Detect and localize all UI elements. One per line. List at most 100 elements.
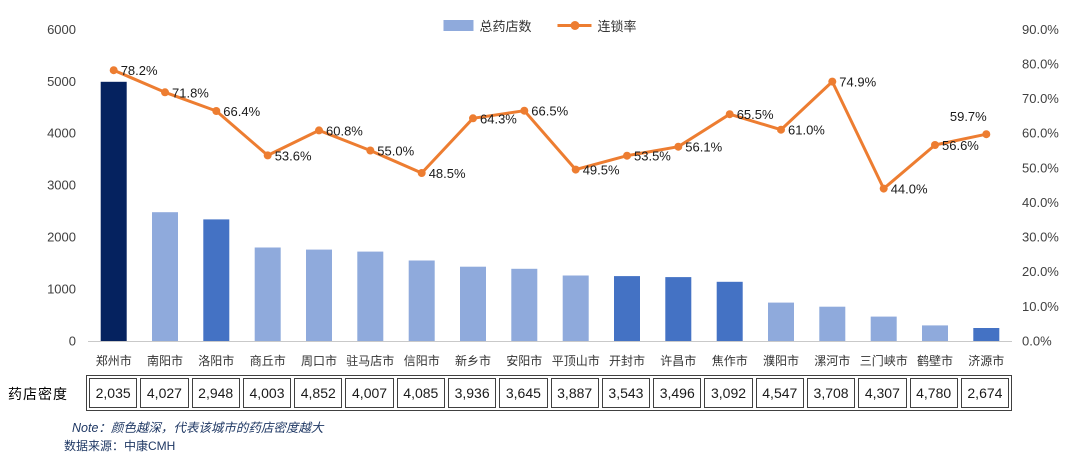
legend-bar-label: 总药店数	[479, 19, 532, 34]
x-axis-city-label: 信阳市	[404, 353, 440, 368]
density-table: 2,035 4,027 2,948 4,003 4,852 4,007 4,085 3,936…	[86, 375, 1012, 411]
x-axis-city-label: 漯河市	[814, 353, 850, 368]
pct-data-label: 49.5%	[583, 163, 620, 178]
pct-data-label: 66.5%	[531, 104, 568, 119]
x-axis-city-label: 安阳市	[506, 353, 542, 368]
bar	[922, 325, 948, 341]
bar	[562, 275, 589, 341]
density-table-cell: 4,003	[242, 378, 292, 408]
density-table-cell: 3,543	[601, 378, 651, 408]
density-table-cell: 2,035	[89, 378, 138, 408]
bar	[152, 212, 178, 341]
line-point-marker	[520, 106, 529, 115]
pct-data-label: 78.2%	[121, 63, 158, 78]
x-axis-city-label: 周口市	[301, 353, 337, 368]
density-table-cell: 3,936	[447, 378, 497, 408]
right-axis-tick-label: 0.0%	[1022, 334, 1052, 349]
bar	[665, 277, 692, 341]
right-axis-tick-label: 90.0%	[1022, 22, 1059, 37]
x-axis-city-label: 郑州市	[96, 353, 132, 368]
left-axis-tick-label: 1000	[47, 282, 76, 297]
line-point-marker	[879, 184, 888, 193]
density-table-cell: 4,307	[858, 378, 907, 408]
x-axis-city-label: 濮阳市	[763, 353, 799, 368]
line-point-marker	[263, 151, 272, 160]
bar	[408, 260, 435, 341]
density-table-cell: 2,948	[191, 378, 240, 408]
density-row-label: 药店密度	[8, 386, 68, 402]
right-axis-tick-label: 10.0%	[1022, 299, 1059, 314]
pct-data-label: 56.6%	[942, 138, 979, 153]
pct-data-label: 61.0%	[788, 123, 825, 138]
pct-data-label: 66.4%	[223, 104, 260, 119]
density-table-cell: 4,085	[396, 378, 445, 408]
right-axis-tick-label: 80.0%	[1022, 56, 1059, 71]
right-axis-tick-label: 40.0%	[1022, 195, 1059, 210]
x-axis-city-label: 商丘市	[250, 353, 286, 368]
density-table-cell: 4,780	[909, 378, 958, 408]
x-axis-city-label: 南阳市	[147, 353, 183, 368]
density-table-cell: 4,547	[755, 378, 804, 408]
pct-data-label: 44.0%	[891, 182, 928, 197]
bar	[614, 276, 640, 341]
x-axis-city-label: 驻马店市	[346, 353, 394, 368]
data-source-text: 数据来源：中康CMH	[64, 439, 176, 453]
bar	[768, 302, 794, 341]
density-table-cell: 4,027	[140, 378, 189, 408]
line-series	[112, 68, 988, 191]
line-point-marker	[161, 88, 169, 97]
pct-data-label: 53.6%	[275, 148, 312, 163]
density-table-cell: 2,674	[960, 378, 1010, 408]
density-table-cell: 3,645	[499, 378, 548, 408]
x-axis-city-label: 新乡市	[455, 353, 491, 368]
line-point-marker	[469, 114, 477, 123]
right-axis-tick-label: 50.0%	[1022, 160, 1059, 175]
line-point-marker	[571, 165, 580, 174]
bar	[870, 316, 897, 341]
pct-data-label: 56.1%	[685, 140, 722, 155]
bar	[306, 249, 332, 341]
density-table-cell: 3,496	[653, 378, 702, 408]
right-axis-tick-label: 70.0%	[1022, 91, 1059, 106]
x-axis-city-label: 许昌市	[660, 353, 696, 368]
line-point-marker	[777, 125, 785, 134]
bar	[716, 281, 743, 341]
density-table-cell: 4,007	[345, 378, 394, 408]
bar	[203, 219, 230, 341]
chart-legend: 总药店数 连锁率	[443, 16, 637, 35]
bar-series-swatch-icon	[443, 20, 474, 31]
x-axis-city-label: 洛阳市	[198, 353, 234, 368]
legend-item-line: 连锁率	[557, 16, 637, 35]
density-table-cell: 3,887	[550, 378, 599, 408]
pct-data-label: 71.8%	[172, 85, 209, 100]
legend-line-label: 连锁率	[597, 19, 637, 34]
pct-data-label: 64.3%	[480, 111, 517, 126]
x-axis-city-label: 平顶山市	[552, 353, 600, 368]
x-axis-city-label: 三门峡市	[860, 353, 908, 368]
pct-data-label: 60.8%	[326, 123, 363, 138]
line-point-marker	[109, 66, 118, 75]
bar	[973, 328, 1000, 341]
left-axis-tick-label: 5000	[47, 74, 76, 89]
right-axis-tick-label: 30.0%	[1022, 230, 1059, 245]
bar	[511, 268, 538, 341]
pct-data-label: 74.9%	[839, 75, 876, 90]
bar	[460, 266, 486, 341]
bar	[100, 81, 127, 342]
bar	[819, 306, 846, 341]
density-table-cell: 4,852	[294, 378, 343, 408]
left-axis-tick-label: 6000	[47, 22, 76, 37]
line-point-marker	[931, 141, 939, 149]
right-axis-tick-label: 20.0%	[1022, 264, 1059, 279]
left-axis-tick-label: 4000	[47, 126, 76, 141]
x-axis-city-label: 开封市	[609, 353, 645, 368]
x-axis-city-label: 济源市	[968, 353, 1004, 368]
line-series-marker-icon	[557, 21, 592, 30]
note-text: Note：颜色越深，代表该城市的药店密度越大	[72, 421, 324, 435]
line-point-marker	[315, 126, 323, 135]
density-table-cell: 3,708	[806, 378, 856, 408]
line-point-marker	[725, 110, 734, 119]
legend-item-bar: 总药店数	[443, 16, 532, 35]
x-axis-city-label: 焦作市	[712, 353, 748, 368]
density-table-cell: 3,092	[704, 378, 753, 408]
